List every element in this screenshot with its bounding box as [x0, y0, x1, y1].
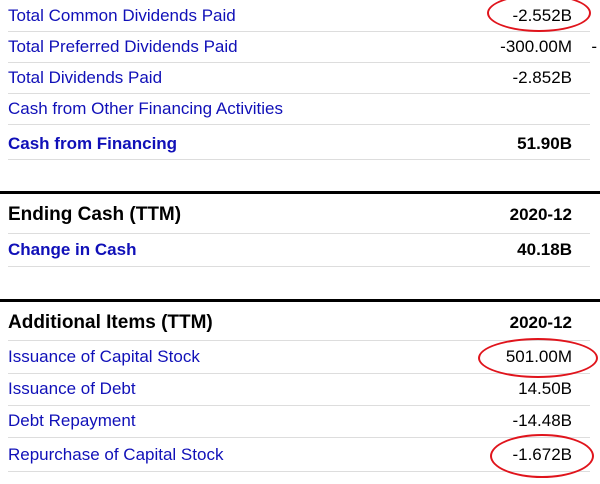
table-row: Change in Cash 40.18B	[0, 234, 600, 265]
table-row: Total Dividends Paid -2.852B	[0, 62, 600, 93]
row-divider	[8, 31, 590, 32]
row-value-issuance-of-debt: 14.50B	[518, 378, 572, 398]
row-divider	[8, 62, 590, 63]
row-divider	[8, 159, 590, 160]
table-row: Cash from Financing 51.90B	[0, 128, 600, 159]
row-divider	[8, 373, 590, 374]
table-row: Repurchase of Capital Stock -1.672B	[0, 439, 600, 470]
row-label-debt-repayment[interactable]: Debt Repayment	[8, 410, 136, 430]
row-divider	[8, 471, 590, 472]
row-value-issuance-of-capital-stock: 501.00M	[505, 346, 572, 366]
section-period: 2020-12	[509, 204, 572, 224]
row-value-debt-repayment: -14.48B	[512, 410, 572, 430]
row-value-repurchase-of-capital-stock: -1.672B	[512, 444, 572, 464]
row-value-change-in-cash: 40.18B	[517, 239, 572, 259]
row-label-cash-from-other-financing[interactable]: Cash from Other Financing Activities	[8, 98, 283, 118]
row-trailing-value: -	[591, 36, 597, 56]
table-row: Total Preferred Dividends Paid -300.00M …	[0, 31, 600, 62]
table-row: Issuance of Debt 14.50B	[0, 373, 600, 404]
row-divider	[8, 266, 590, 267]
row-label-issuance-of-capital-stock[interactable]: Issuance of Capital Stock	[8, 346, 200, 366]
section-header-ending-cash: Ending Cash (TTM) 2020-12	[0, 199, 600, 230]
row-label-change-in-cash[interactable]: Change in Cash	[8, 239, 137, 259]
row-divider	[8, 124, 590, 125]
row-label-cash-from-financing[interactable]: Cash from Financing	[8, 133, 178, 153]
section-period: 2020-12	[509, 312, 572, 332]
row-value-total-common-dividends-paid: -2.552B	[512, 5, 572, 25]
row-value-total-preferred-dividends-paid: -300.00M	[500, 36, 572, 56]
row-divider	[8, 437, 590, 438]
table-row: Issuance of Capital Stock 501.00M	[0, 341, 600, 372]
section-header-additional-items: Additional Items (TTM) 2020-12	[0, 307, 600, 338]
section-title: Additional Items (TTM)	[8, 311, 213, 333]
row-value-cash-from-financing: 51.90B	[517, 133, 572, 153]
table-row: Cash from Other Financing Activities	[0, 93, 600, 124]
table-row: Total Common Dividends Paid -2.552B	[0, 0, 600, 31]
row-label-total-dividends-paid[interactable]: Total Dividends Paid	[8, 67, 163, 87]
row-label-issuance-of-debt[interactable]: Issuance of Debt	[8, 378, 136, 398]
row-divider	[8, 340, 590, 341]
row-value-total-dividends-paid: -2.852B	[512, 67, 572, 87]
section-divider	[0, 299, 600, 302]
row-divider	[8, 93, 590, 94]
section-divider	[0, 191, 600, 194]
section-title: Ending Cash (TTM)	[8, 203, 182, 225]
row-label-repurchase-of-capital-stock[interactable]: Repurchase of Capital Stock	[8, 444, 224, 464]
row-divider	[8, 233, 590, 234]
row-divider	[8, 405, 590, 406]
table-row: Debt Repayment -14.48B	[0, 405, 600, 436]
row-label-total-preferred-dividends-paid[interactable]: Total Preferred Dividends Paid	[8, 36, 238, 56]
row-label-total-common-dividends-paid[interactable]: Total Common Dividends Paid	[8, 5, 236, 25]
